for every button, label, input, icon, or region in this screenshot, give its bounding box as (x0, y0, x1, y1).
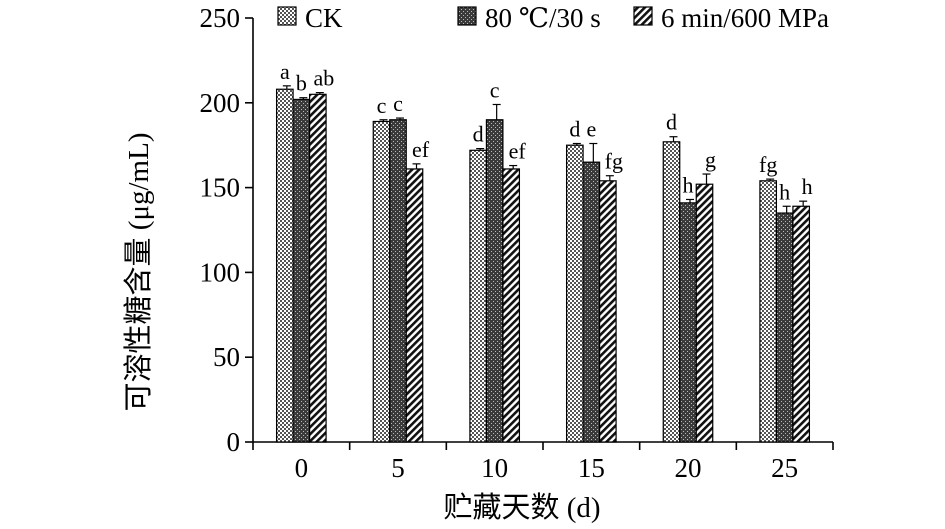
x-tick-label: 20 (675, 453, 702, 483)
bar (485, 119, 504, 443)
significance-label: d (473, 122, 484, 147)
significance-label: a (280, 59, 290, 84)
bar (759, 180, 778, 443)
bar (389, 119, 407, 443)
y-tick-label: 250 (200, 3, 241, 33)
x-axis: 0 5 10 15 20 25 (252, 441, 834, 483)
significance-label: g (705, 147, 716, 172)
significance-label: b (296, 71, 307, 96)
y-tick-label: 0 (227, 427, 241, 457)
legend-label: CK (305, 3, 343, 33)
bar (679, 202, 697, 443)
bar (372, 120, 391, 443)
bar (405, 168, 424, 443)
bar (582, 161, 601, 443)
bar (775, 212, 794, 443)
significance-label: fg (759, 152, 777, 177)
significance-label: h (802, 174, 813, 199)
bar (695, 183, 714, 443)
significance-label: fg (605, 149, 623, 174)
bar (598, 180, 617, 443)
x-tick-label: 0 (295, 453, 309, 483)
bar (308, 93, 327, 443)
significance-label: h (683, 172, 694, 197)
y-tick-label: 50 (213, 342, 240, 372)
bar (275, 88, 294, 443)
x-axis-label: 贮藏天数 (d) (443, 491, 600, 524)
significance-label: d (569, 117, 580, 142)
bar (565, 144, 584, 443)
y-tick-label: 200 (200, 88, 241, 118)
significance-label: ef (412, 137, 430, 162)
x-tick-label: 15 (578, 453, 605, 483)
legend-swatch (633, 6, 653, 26)
x-tick-label: 25 (771, 453, 798, 483)
legend-label: 80 ℃/30 s (485, 3, 601, 33)
significance-label: c (393, 91, 403, 116)
significance-label: ab (313, 66, 334, 91)
bar (502, 168, 521, 443)
significance-label: c (377, 93, 387, 118)
significance-label: e (586, 117, 596, 142)
significance-label: d (666, 110, 677, 135)
bar (662, 141, 681, 443)
legend-label: 6 min/600 MPa (661, 3, 829, 33)
significance-label: ef (509, 139, 527, 164)
x-tick-label: 10 (481, 453, 508, 483)
significance-label: c (490, 77, 500, 102)
y-tick-label: 150 (200, 173, 241, 203)
y-axis-label: 可溶性糖含量 (μg/mL) (122, 133, 155, 412)
bar (292, 98, 311, 443)
legend-swatch (457, 6, 477, 26)
legend: CK 80 ℃/30 s 6 min/600 MPa (277, 3, 829, 33)
y-axis: 0 50 100 150 200 250 (200, 3, 254, 457)
bar (469, 149, 488, 443)
significance-label: h (779, 179, 790, 204)
x-tick-label: 5 (391, 453, 405, 483)
legend-swatch (277, 6, 297, 26)
y-tick-label: 100 (200, 257, 241, 287)
bar (792, 205, 811, 443)
